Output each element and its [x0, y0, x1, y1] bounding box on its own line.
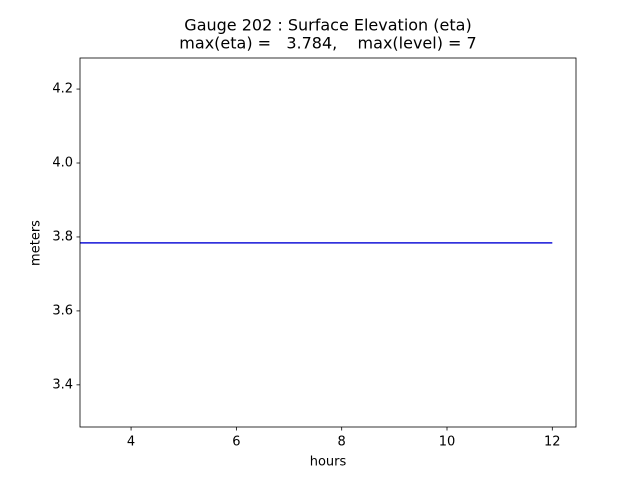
x-axis-label: hours: [310, 455, 347, 470]
y-tick-label: 3.6: [52, 303, 73, 318]
x-tick-label: 8: [338, 435, 346, 450]
x-tick-label: 4: [127, 435, 135, 450]
y-tick-label: 4.2: [52, 82, 73, 97]
y-tick-label: 3.4: [52, 377, 73, 392]
x-tick-label: 12: [544, 435, 561, 450]
x-tick-label: 10: [439, 435, 456, 450]
y-tick-label: 3.8: [52, 229, 73, 244]
y-tick-label: 4.0: [52, 156, 73, 171]
x-tick-label: 6: [232, 435, 240, 450]
chart-title: Gauge 202 : Surface Elevation (eta): [184, 16, 471, 35]
chart-subtitle: max(eta) = 3.784, max(level) = 7: [179, 34, 476, 53]
plot-frame: [79, 57, 577, 428]
y-axis-label: meters: [29, 220, 44, 266]
